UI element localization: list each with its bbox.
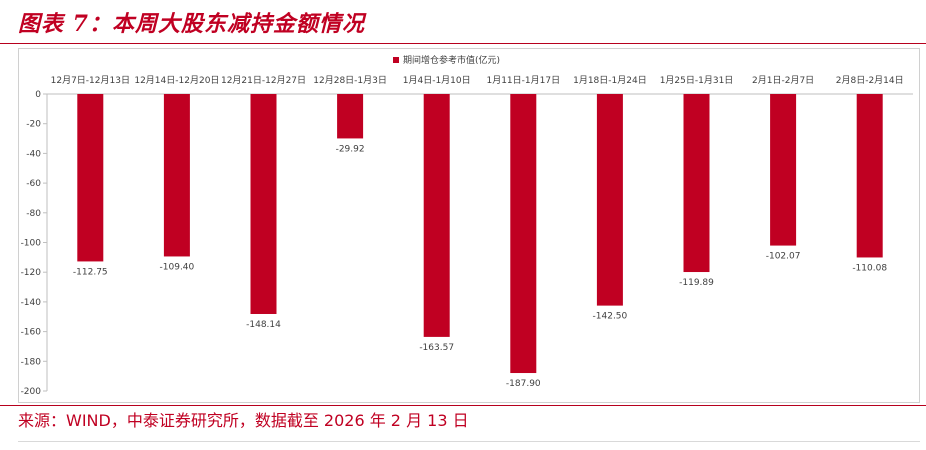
y-tick-label: -120: [21, 268, 42, 278]
legend-swatch: [393, 57, 399, 63]
data-label: -112.75: [73, 267, 108, 277]
data-label: -163.57: [419, 343, 454, 353]
title-rule: [0, 43, 926, 44]
y-tick-label: 0: [35, 90, 41, 100]
bar: [596, 94, 623, 306]
data-label: -119.89: [679, 278, 714, 288]
x-tick-label: 1月25日-1月31日: [660, 75, 734, 86]
bar: [770, 94, 797, 246]
y-tick-label: -40: [26, 149, 41, 159]
y-tick-label: -60: [26, 179, 41, 189]
x-tick-label: 12月14日-12月20日: [134, 75, 219, 86]
bar: [510, 94, 537, 374]
x-tick-label: 12月21日-12月27日: [221, 75, 306, 86]
y-tick-label: -100: [21, 239, 42, 249]
data-label: -187.90: [506, 379, 541, 389]
bar: [163, 94, 190, 257]
bar: [683, 94, 710, 273]
data-label: -148.14: [246, 320, 281, 330]
x-tick-label: 2月1日-2月7日: [752, 75, 814, 86]
bar: [250, 94, 277, 314]
bar: [337, 94, 364, 139]
y-tick-label: -140: [21, 298, 42, 308]
y-tick-label: -200: [21, 387, 42, 397]
x-tick-label: 2月8日-2月14日: [836, 75, 904, 86]
x-tick-label: 12月28日-1月3日: [313, 75, 387, 86]
x-tick-label: 12月7日-12月13日: [51, 75, 130, 86]
bar: [423, 94, 450, 337]
data-label: -102.07: [766, 252, 801, 262]
chart-frame: 期间增仓参考市值(亿元) 0 -20 -40 -60 -80 -100 -120 -140 -16…: [18, 48, 920, 403]
y-tick-label: -160: [21, 328, 42, 338]
source-note: 来源：WIND，中泰证券研究所，数据截至 2026 年 2 月 13 日: [18, 411, 469, 430]
x-tick-label: 1月11日-1月17日: [486, 75, 560, 86]
legend-label: 期间增仓参考市值(亿元): [403, 54, 500, 66]
data-label: -109.40: [160, 262, 195, 272]
source-rule: [0, 405, 926, 406]
bottom-border: [18, 441, 920, 442]
bar: [77, 94, 104, 262]
data-label: -142.50: [593, 312, 628, 322]
bar: [856, 94, 883, 258]
data-label: -110.08: [852, 263, 887, 273]
x-tick-label: 1月18日-1月24日: [573, 75, 647, 86]
figure-title: 图表 7：本周大股东减持金额情况: [18, 11, 365, 37]
y-tick-label: -180: [21, 357, 42, 367]
y-tick-label: -80: [26, 209, 41, 219]
bar-chart: 期间增仓参考市值(亿元) 0 -20 -40 -60 -80 -100 -120 -140 -16…: [21, 54, 913, 397]
y-tick-label: -20: [26, 120, 41, 130]
data-label: -29.92: [336, 144, 365, 154]
x-tick-label: 1月4日-1月10日: [403, 75, 471, 86]
